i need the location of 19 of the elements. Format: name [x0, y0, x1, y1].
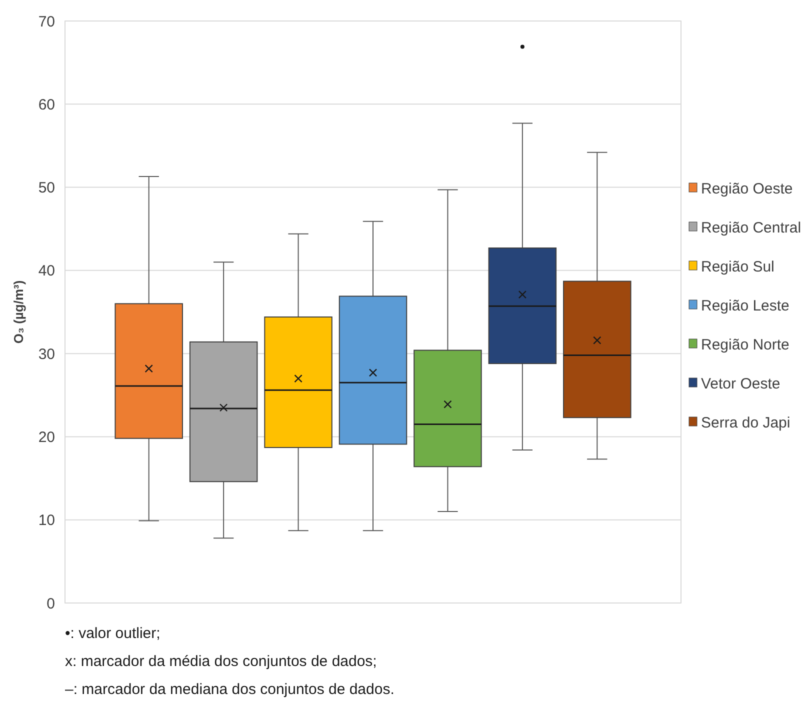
- text: •: valor outlier;: [65, 625, 160, 642]
- y-axis-title: O₃ (µg/m³): [11, 280, 26, 344]
- y-tick-label: 70: [38, 13, 55, 30]
- y-tick-label: 50: [38, 180, 55, 197]
- y-tick-label: 20: [38, 428, 55, 446]
- legend-label: Região Norte: [701, 336, 790, 354]
- legend-label: Vetor Oeste: [701, 375, 780, 392]
- y-tick-label: 0: [46, 595, 55, 612]
- legend-label: Região Sul: [701, 258, 774, 276]
- legend-label: Região Central: [701, 219, 802, 236]
- text: –: marcador da mediana dos conjuntos de dados.: [65, 681, 394, 698]
- y-tick-label: 40: [38, 262, 55, 280]
- y-tick-label: 60: [38, 96, 55, 114]
- y-tick-label: 10: [38, 512, 55, 530]
- text: x: marcador da média dos conjuntos de dados;: [65, 653, 377, 670]
- legend-label: Região Oeste: [701, 180, 793, 198]
- y-tick-label: 30: [38, 346, 55, 363]
- legend-label: Região Leste: [701, 297, 790, 314]
- legend-label: Serra do Japi: [701, 414, 790, 432]
